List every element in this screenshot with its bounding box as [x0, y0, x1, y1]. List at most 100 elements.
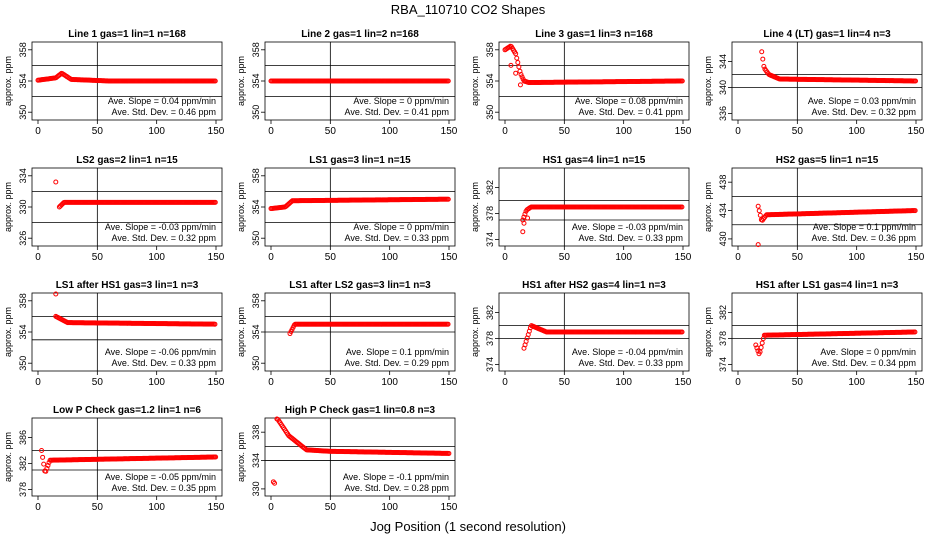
data-point [525, 215, 531, 221]
slope-annotation: Ave. Slope = 0.1 ppm/min [346, 347, 449, 357]
data-point [679, 78, 685, 84]
y-tick-label: 358 [18, 42, 28, 57]
x-tick-label: 50 [792, 252, 804, 263]
y-axis-label: approx. ppm [236, 56, 246, 106]
data-point [445, 196, 451, 202]
x-tick-label: 0 [735, 252, 741, 263]
chart-panel: Line 4 (LT) gas=1 lin=4 n=3 approx. ppm 0 5… [703, 29, 925, 137]
y-axis-label: approx. ppm [470, 307, 480, 357]
data-point [45, 462, 51, 468]
data-points [287, 321, 451, 337]
data-points [755, 203, 918, 248]
data-points [53, 291, 218, 327]
sd-annotation: Ave. Std. Dev. = 0.41 ppm [579, 107, 683, 117]
chart-panel: LS1 gas=3 lin=1 n=15 approx. ppm 0 50 100 150… [236, 155, 458, 263]
x-tick-label: 150 [908, 126, 925, 137]
x-tick-label: 50 [792, 377, 804, 388]
slope-annotation: Ave. Slope = 0.04 ppm/min [108, 96, 216, 106]
data-points [268, 196, 451, 212]
panel-title: LS1 after LS2 gas=3 lin=1 n=3 [289, 280, 431, 291]
x-tick-label: 0 [268, 252, 274, 263]
data-point [53, 179, 59, 185]
data-point [516, 64, 522, 70]
x-tick-label: 100 [381, 252, 398, 263]
x-tick-label: 150 [441, 502, 458, 513]
x-tick-label: 0 [502, 377, 508, 388]
x-tick-label: 100 [148, 252, 165, 263]
x-tick-label: 50 [325, 126, 337, 137]
data-point [515, 59, 521, 65]
data-point [44, 465, 50, 471]
y-axis-label: approx. ppm [3, 307, 13, 357]
x-tick-label: 0 [502, 126, 508, 137]
data-point [761, 63, 767, 69]
data-points [521, 323, 685, 351]
chart-panel: LS1 after LS2 gas=3 lin=1 n=3 approx. ppm… [236, 280, 458, 388]
data-points [268, 78, 451, 84]
x-tick-label: 50 [92, 377, 104, 388]
y-tick-label: 330 [18, 199, 28, 214]
y-tick-label: 382 [485, 305, 495, 320]
y-tick-label: 378 [485, 206, 495, 221]
data-point [760, 56, 766, 62]
data-points [753, 329, 918, 357]
panel-title: HS1 gas=4 lin=1 n=15 [543, 155, 646, 166]
panel-title: LS2 gas=2 lin=1 n=15 [76, 155, 178, 166]
y-tick-label: 350 [251, 231, 261, 246]
x-tick-label: 100 [381, 502, 398, 513]
data-points [53, 179, 218, 210]
y-axis-label: approx. ppm [3, 182, 13, 232]
data-point [514, 55, 520, 61]
x-tick-label: 150 [208, 502, 225, 513]
data-point [513, 51, 519, 57]
x-tick-label: 150 [675, 377, 692, 388]
slope-annotation: Ave. Slope = 0.1 ppm/min [813, 222, 916, 232]
data-points [502, 43, 685, 88]
data-point [53, 291, 59, 297]
x-tick-label: 100 [615, 252, 632, 263]
data-point [39, 448, 45, 453]
chart-panel: Line 3 gas=1 lin=3 n=168 approx. ppm 0 50 10… [470, 29, 692, 137]
y-tick-label: 382 [718, 305, 728, 320]
y-tick-label: 358 [251, 168, 261, 183]
data-point [272, 480, 278, 486]
y-tick-label: 354 [485, 73, 495, 88]
data-point [522, 211, 528, 217]
y-axis-label: approx. ppm [470, 182, 480, 232]
data-point [520, 229, 526, 235]
data-points [35, 70, 218, 84]
x-tick-label: 100 [148, 502, 165, 513]
data-point [446, 450, 452, 456]
x-tick-label: 0 [35, 377, 41, 388]
panel-title: LS1 gas=3 lin=1 n=15 [309, 155, 411, 166]
data-point [213, 454, 219, 460]
data-point [212, 321, 218, 327]
x-tick-label: 150 [208, 252, 225, 263]
x-tick-label: 150 [675, 126, 692, 137]
x-tick-label: 0 [268, 377, 274, 388]
sd-annotation: Ave. Std. Dev. = 0.33 ppm [345, 233, 449, 243]
chart-panel: HS1 gas=4 lin=1 n=15 approx. ppm 0 50 100 150… [470, 155, 692, 263]
y-tick-label: 330 [251, 481, 261, 496]
data-point [517, 82, 523, 88]
y-axis-label: approx. ppm [236, 182, 246, 232]
chart-panel: Low P Check gas=1.2 lin=1 n=6 approx. ppm… [3, 405, 225, 513]
data-point [912, 208, 918, 214]
plot-frame [264, 417, 456, 497]
chart-panel: High P Check gas=1 lin=0.8 n=3 approx. pp… [236, 405, 458, 513]
figure-title: RBA_110710 CO2 Shapes [391, 2, 546, 17]
sd-annotation: Ave. Std. Dev. = 0.34 ppm [812, 358, 916, 368]
x-tick-label: 50 [559, 377, 571, 388]
x-tick-label: 50 [92, 126, 104, 137]
slope-annotation: Ave. Slope = -0.05 ppm/min [105, 472, 216, 482]
sd-annotation: Ave. Std. Dev. = 0.28 ppm [345, 483, 449, 493]
figure-xlabel: Jog Position (1 second resolution) [370, 519, 566, 534]
panel-title: Line 3 gas=1 lin=3 n=168 [535, 29, 653, 40]
y-tick-label: 374 [718, 357, 728, 372]
data-point [756, 208, 762, 214]
slope-annotation: Ave. Slope = -0.04 ppm/min [572, 347, 683, 357]
y-tick-label: 350 [18, 105, 28, 120]
data-point [755, 242, 761, 248]
x-tick-label: 0 [735, 126, 741, 137]
sd-annotation: Ave. Std. Dev. = 0.29 ppm [345, 358, 449, 368]
